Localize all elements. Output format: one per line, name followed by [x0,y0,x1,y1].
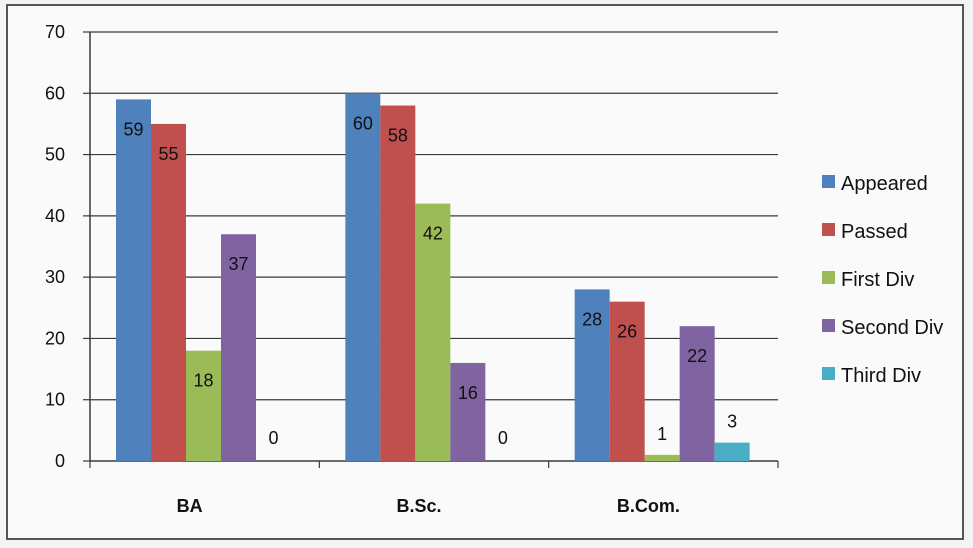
legend-label: Second Div [841,317,943,339]
bar [345,93,381,462]
x-category-label: B.Com. [617,496,680,516]
y-tick-label: 20 [45,328,65,348]
y-tick-label: 0 [55,451,65,471]
data-label: 0 [498,428,508,448]
data-label: 58 [388,126,408,146]
legend: Appeared Passed First Div Second Div Third D… [822,173,943,387]
data-label: 0 [268,428,278,448]
legend-label: Passed [841,221,908,243]
legend-swatch [822,175,835,188]
bar [221,234,256,461]
bars [116,93,750,462]
bar [380,105,416,462]
bar [116,99,151,462]
bar [450,362,486,461]
bar [186,350,221,461]
bar [609,301,645,461]
y-tick-label: 40 [45,206,65,226]
y-tick-label: 50 [45,145,65,165]
data-label: 60 [353,113,373,133]
legend-swatch [822,319,835,332]
bar [574,289,610,461]
legend-swatch [822,223,835,236]
bar [151,123,186,461]
data-label: 22 [687,346,707,366]
data-label: 59 [123,119,143,139]
data-label: 55 [158,144,178,164]
data-label: 42 [423,224,443,244]
data-label: 37 [228,254,248,274]
data-label: 26 [617,322,637,342]
data-label: 28 [582,309,602,329]
data-labels: 59 60 28 55 58 26 18 42 1 37 16 22 0 0 3 [123,113,737,448]
y-tick-label: 60 [45,83,65,103]
bar [714,442,750,461]
y-tick-label: 70 [45,22,65,42]
bar [644,454,680,461]
legend-label: Third Div [841,365,921,387]
data-label: 18 [193,371,213,391]
bar [415,203,451,461]
y-tick-label: 10 [45,390,65,410]
data-label: 1 [657,424,667,444]
bar [679,326,715,461]
x-category-label: BA [177,496,203,516]
data-label: 16 [458,383,478,403]
legend-label: First Div [841,269,914,291]
legend-swatch [822,271,835,284]
x-category-label: B.Sc. [396,496,441,516]
data-label: 3 [727,412,737,432]
legend-swatch [822,367,835,380]
legend-label: Appeared [841,173,928,195]
y-tick-label: 30 [45,267,65,287]
